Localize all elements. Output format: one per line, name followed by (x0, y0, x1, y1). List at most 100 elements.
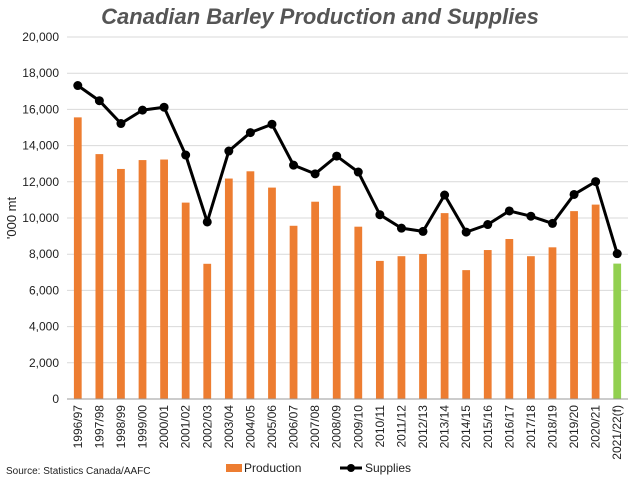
x-category-label: 2006/07 (287, 405, 301, 449)
y-tick-label: 12,000 (22, 175, 59, 189)
supplies-point (547, 218, 557, 228)
supplies-point (612, 249, 622, 259)
y-tick-label: 16,000 (22, 102, 59, 116)
supplies-point (526, 211, 536, 221)
production-bar (613, 263, 622, 399)
production-bar (527, 256, 535, 399)
supplies-line (73, 81, 622, 259)
x-category-label: 2003/04 (222, 405, 236, 449)
x-category-label: 2018/19 (545, 405, 559, 449)
supplies-point (94, 96, 104, 106)
supplies-point (159, 102, 169, 112)
supplies-point (267, 119, 277, 129)
production-bar (591, 204, 600, 399)
legend: Production Supplies (226, 461, 411, 475)
production-bar (138, 160, 147, 399)
production-bar (397, 256, 406, 399)
supplies-point (202, 217, 212, 227)
supplies-point (418, 226, 428, 236)
x-category-label: 2013/14 (438, 405, 452, 449)
supplies-point (375, 210, 385, 220)
y-axis-label: '000 mt (4, 197, 19, 240)
x-category-label: 2017/18 (524, 405, 538, 449)
supplies-point (245, 128, 255, 138)
legend-production-swatch (226, 464, 242, 472)
source-note: Source: Statistics Canada/AAFC (6, 466, 151, 477)
production-bar (117, 168, 125, 399)
y-tick-label: 4,000 (29, 320, 59, 334)
supplies-point (483, 220, 493, 230)
y-tick-label: 0 (52, 392, 59, 406)
x-category-label: 2020/21 (589, 405, 603, 449)
x-category-label: 2002/03 (200, 405, 214, 449)
supplies-point (569, 189, 579, 199)
production-bar (375, 260, 384, 399)
supplies-point (224, 146, 234, 156)
supplies-point (310, 169, 320, 179)
y-tick-label: 18,000 (22, 66, 59, 80)
production-bar (548, 247, 557, 399)
x-category-label: 2016/17 (502, 405, 516, 449)
supplies-point (440, 190, 450, 200)
chart-title: Canadian Barley Production and Supplies (101, 4, 539, 29)
y-tick-label: 10,000 (22, 211, 59, 225)
x-category-label: 2004/05 (243, 405, 257, 449)
x-category-label: 1997/98 (92, 405, 106, 449)
y-tick-label: 2,000 (29, 356, 59, 370)
production-bar (203, 263, 212, 399)
x-category-label: 2001/02 (179, 405, 193, 449)
x-category-label: 1996/97 (71, 405, 85, 449)
x-category-label: 2014/15 (459, 405, 473, 449)
supplies-point (396, 223, 406, 233)
x-axis-categories: 1996/97 1997/98 1998/99 1999/00 2000/01 2001/… (71, 405, 624, 460)
grid-lines (67, 36, 628, 364)
supplies-point (116, 119, 126, 129)
production-bar (246, 171, 255, 399)
production-bar (224, 178, 233, 399)
production-bar (268, 187, 276, 399)
x-category-label: 2015/16 (481, 405, 495, 449)
supplies-point (138, 105, 148, 115)
y-tick-label: 14,000 (22, 139, 59, 153)
supplies-point (461, 227, 471, 237)
y-tick-label: 6,000 (29, 283, 59, 297)
supplies-point (73, 81, 83, 91)
production-bar (462, 270, 471, 399)
y-tick-label: 20,000 (22, 30, 59, 44)
x-category-label: 2011/12 (394, 405, 408, 448)
x-category-label: 2019/20 (567, 405, 581, 449)
production-bar (440, 213, 449, 399)
production-bar (311, 201, 320, 399)
production-bar (289, 225, 298, 399)
production-bar (95, 154, 104, 399)
legend-supplies-label: Supplies (365, 461, 411, 475)
production-bars (73, 117, 622, 399)
x-category-label: 2000/01 (157, 405, 171, 449)
x-category-label: 1999/00 (136, 405, 150, 449)
production-bar (73, 117, 82, 399)
supplies-point (591, 177, 601, 187)
production-bar (181, 202, 190, 399)
production-bar (483, 250, 492, 399)
legend-supplies-marker (347, 464, 355, 472)
production-bar (570, 211, 578, 399)
x-category-label: 2008/09 (330, 405, 344, 449)
legend-production-label: Production (244, 461, 301, 475)
production-bar (160, 159, 168, 399)
x-category-label: 2010/11 (373, 405, 387, 448)
x-category-label: 2009/10 (351, 405, 365, 449)
y-tick-label: 8,000 (29, 247, 59, 261)
production-bar (354, 226, 363, 399)
supplies-point (504, 206, 514, 216)
production-bar (419, 254, 427, 399)
production-bar (505, 238, 514, 399)
supplies-point (353, 167, 363, 177)
supplies-point (181, 150, 191, 160)
x-category-label: 2005/06 (265, 405, 279, 449)
supplies-point (332, 151, 342, 161)
supplies-line-path (76, 84, 619, 255)
x-category-label: 2021/22(f) (610, 405, 624, 460)
x-category-label: 2012/13 (416, 405, 430, 449)
x-category-label: 2007/08 (308, 405, 322, 449)
